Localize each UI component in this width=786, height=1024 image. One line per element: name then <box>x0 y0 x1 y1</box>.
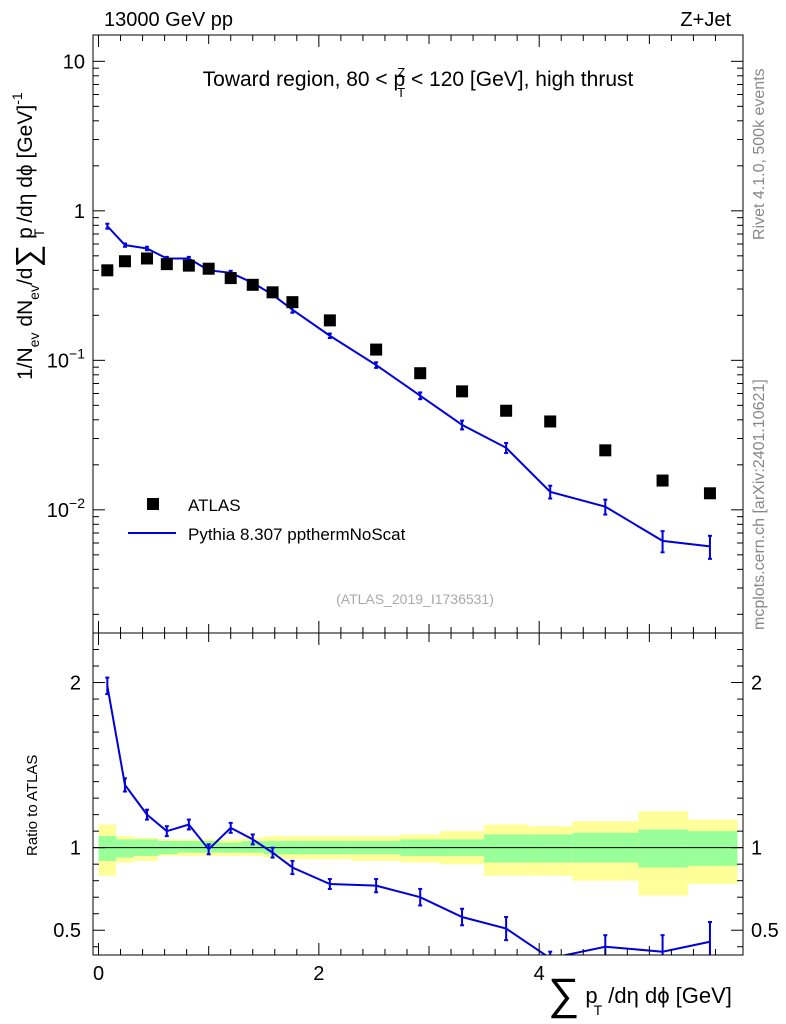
x-tick-label: 4 <box>534 963 545 985</box>
atlas-point <box>370 343 383 356</box>
atlas-point <box>118 255 131 268</box>
rivet-label: Rivet 4.1.0, 500k events <box>751 68 768 240</box>
ratio-y-tick-label: 2 <box>70 673 81 695</box>
atlas-point <box>266 286 279 299</box>
legend: ATLAS Pythia 8.307 ppthermNoScat <box>128 496 406 544</box>
atlas-point <box>160 258 173 271</box>
atlas-point <box>456 385 469 398</box>
y-tick-label: 10−1 <box>47 345 85 372</box>
stat-band-green <box>116 839 134 858</box>
atlas-point <box>656 474 669 487</box>
atlas-point <box>246 278 259 291</box>
header-left: 13000 GeV pp <box>104 9 233 31</box>
atlas-point <box>599 444 612 457</box>
header-right: Z+Jet <box>680 9 731 31</box>
atlas-point <box>323 314 336 327</box>
legend-atlas-marker <box>147 498 159 510</box>
atlas-point <box>500 404 513 417</box>
legend-atlas-label: ATLAS <box>188 496 241 515</box>
plot-title: Toward region, 80 < pZ T < 120 [GeV], hig… <box>203 65 634 100</box>
stat-band-green <box>528 834 573 863</box>
stat-band-green <box>98 836 117 861</box>
x-tick-label: 0 <box>93 963 104 985</box>
ratio-y-tick-label-right: 2 <box>751 673 762 695</box>
ratio-y-tick-label-right: 0.5 <box>751 920 779 942</box>
stat-band-green <box>687 831 738 866</box>
x-tick-label: 2 <box>313 963 324 985</box>
atlas-point <box>182 259 195 272</box>
stat-band-green <box>484 834 529 863</box>
y-tick-label: 10−2 <box>47 495 85 522</box>
stat-band-green <box>638 829 688 868</box>
atlas-point <box>224 272 237 285</box>
stat-band-green <box>241 841 264 853</box>
stat-band-green <box>177 841 200 853</box>
ratio-panel: 0 2 4 0.5 0.5 1 1 2 2 Ratio to ATLAS <box>24 632 779 985</box>
atlas-point <box>286 296 299 309</box>
ratio-panel-frame <box>92 632 744 956</box>
atlas-point <box>101 264 114 277</box>
y-tick-label: 1 <box>74 201 85 223</box>
atlas-point <box>202 262 215 275</box>
atlas-point <box>414 367 427 380</box>
legend-mc-label: Pythia 8.307 ppthermNoScat <box>188 525 406 544</box>
x-axis-label: ∑ p T /dη dϕ [GeV] <box>548 970 732 1019</box>
analysis-label: (ATLAS_2019_I1736531) <box>336 591 494 607</box>
atlas-point <box>544 415 557 428</box>
ratio-y-tick-label: 1 <box>70 838 81 860</box>
atlas-point <box>703 487 716 500</box>
atlas-point <box>140 252 153 265</box>
main-panel: 10−2 10−1 1 10 Toward region, 80 < pZ T < 12… <box>9 34 744 634</box>
ratio-y-tick-label: 0.5 <box>53 920 81 942</box>
y-axis-label: 1/Nev dNev/d∑ pT /dη dϕ [GeV]-1 <box>9 92 47 380</box>
stat-band-green <box>199 841 220 853</box>
y-tick-label: 10 <box>63 51 85 73</box>
mcplots-label: mcplots.cern.ch [arXiv:2401.10621] <box>751 379 768 630</box>
ratio-y-label: Ratio to ATLAS <box>24 755 41 856</box>
ratio-y-tick-label-right: 1 <box>751 838 762 860</box>
